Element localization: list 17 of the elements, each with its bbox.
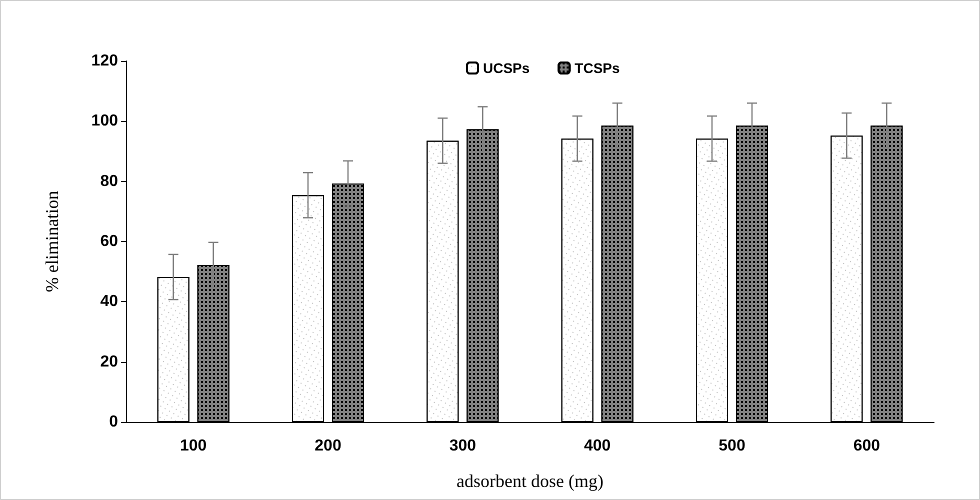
x-tick-label: 600 xyxy=(853,438,880,454)
y-tick-label: 80 xyxy=(100,172,118,190)
x-tick-label: 100 xyxy=(180,438,207,454)
y-tick-label: 20 xyxy=(100,353,118,370)
legend-label: TCSPs xyxy=(574,60,620,76)
x-tick-label: 400 xyxy=(584,438,611,454)
x-tick-label: 500 xyxy=(718,438,746,454)
x-tick-label: 300 xyxy=(449,438,476,454)
x-tick-label: 200 xyxy=(314,438,342,454)
y-axis-title: % elimination xyxy=(42,190,62,292)
y-tick-label: 60 xyxy=(100,233,118,250)
y-tick-label: 40 xyxy=(100,293,118,310)
y-tick-label: 100 xyxy=(91,112,118,130)
legend-label: UCSPs xyxy=(483,60,530,76)
y-tick-label: 0 xyxy=(109,414,118,430)
y-tick-label: 120 xyxy=(91,52,118,70)
x-axis-title: adsorbent dose (mg) xyxy=(456,471,604,491)
